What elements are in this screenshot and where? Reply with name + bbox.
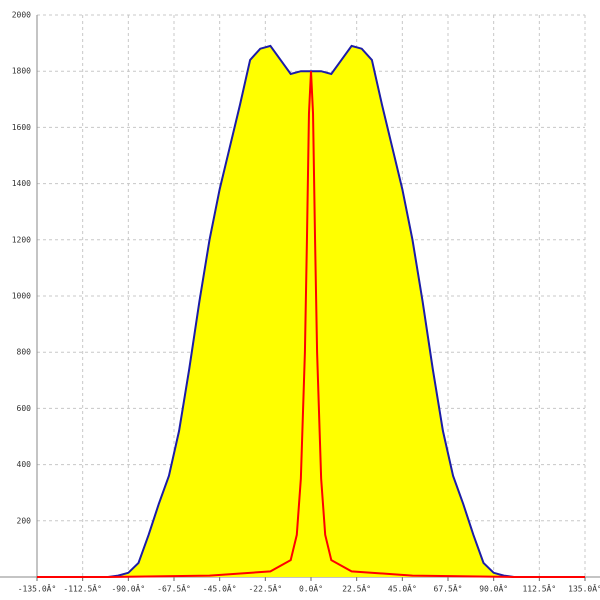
x-tick-label: 112.5Â° <box>522 583 556 594</box>
y-tick-label: 1400 <box>12 179 31 188</box>
y-tick-label: 1200 <box>12 235 31 244</box>
x-tick-label: 90.0Â° <box>479 583 508 594</box>
y-tick-label: 1800 <box>12 67 31 76</box>
y-tick-label: 200 <box>17 516 32 525</box>
x-tick-label: 67.5Â° <box>434 583 463 594</box>
x-tick-label: -67.5Â° <box>157 583 191 594</box>
x-tick-label: -90.0Â° <box>111 583 145 594</box>
x-tick-label: 0.0Â° <box>299 583 323 594</box>
area <box>108 45 514 578</box>
y-tick-label: 800 <box>17 348 32 357</box>
y-tick-label: 1000 <box>12 292 31 301</box>
x-tick-label: -112.5Â° <box>63 583 102 594</box>
x-tick-label: 45.0Â° <box>388 583 417 594</box>
x-tick-label: -45.0Â° <box>203 583 237 594</box>
x-tick-label: -135.0Â° <box>18 583 57 594</box>
line <box>37 71 585 578</box>
y-tick-label: 1600 <box>12 123 31 132</box>
x-tick-label: 22.5Â° <box>342 583 371 594</box>
x-tick-label: 135.0Â° <box>568 583 600 594</box>
y-tick-label: 600 <box>17 404 32 413</box>
y-tick-label: 2000 <box>12 11 31 20</box>
y-tick-label: 400 <box>17 460 32 469</box>
x-tick-label: -22.5Â° <box>248 583 282 594</box>
